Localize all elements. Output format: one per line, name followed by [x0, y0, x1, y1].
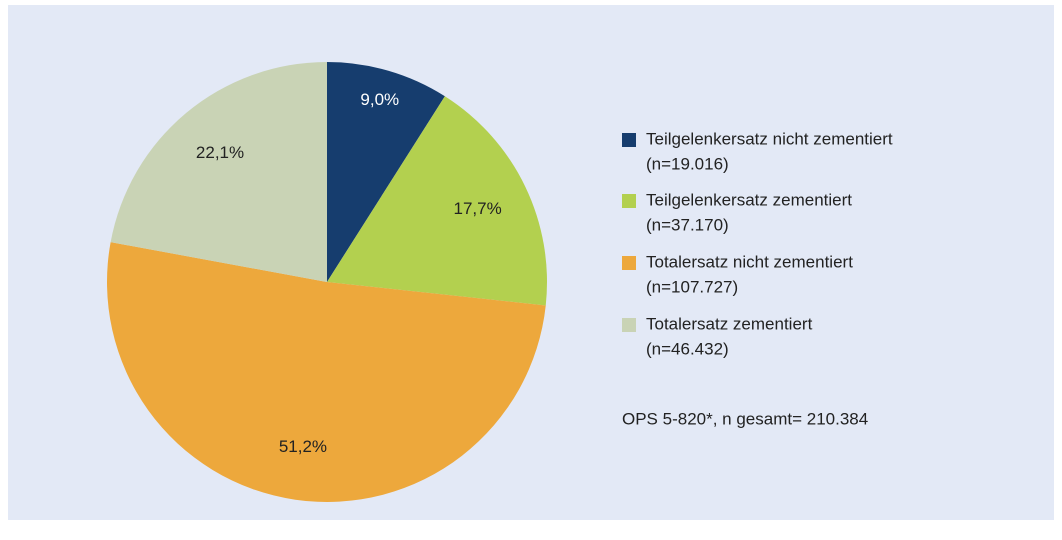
legend-label: Totalersatz zementiert: [646, 314, 813, 333]
legend-label: Teilgelenkersatz nicht zementiert: [646, 129, 893, 148]
pie-slice: [327, 62, 445, 282]
legend-count: (n=37.170): [646, 215, 729, 234]
legend-count: (n=107.727): [646, 277, 738, 296]
pie-slice: [327, 96, 547, 306]
note: OPS 5-820*, n gesamt= 210.384: [622, 409, 868, 428]
legend-swatch: [622, 256, 636, 270]
slice-label: 51,2%: [279, 437, 327, 456]
legend-label: Teilgelenkersatz zementiert: [646, 190, 852, 209]
slice-label: 9,0%: [360, 90, 399, 109]
legend-count: (n=46.432): [646, 339, 729, 358]
legend-swatch: [622, 194, 636, 208]
pie-slice: [106, 242, 546, 503]
pie-slice: [110, 62, 327, 282]
legend-label: Totalersatz nicht zementiert: [646, 252, 853, 271]
legend-swatch: [622, 318, 636, 332]
slice-label: 17,7%: [454, 199, 502, 218]
legend-swatch: [622, 133, 636, 147]
slice-label: 22,1%: [196, 143, 244, 162]
legend-count: (n=19.016): [646, 154, 729, 173]
